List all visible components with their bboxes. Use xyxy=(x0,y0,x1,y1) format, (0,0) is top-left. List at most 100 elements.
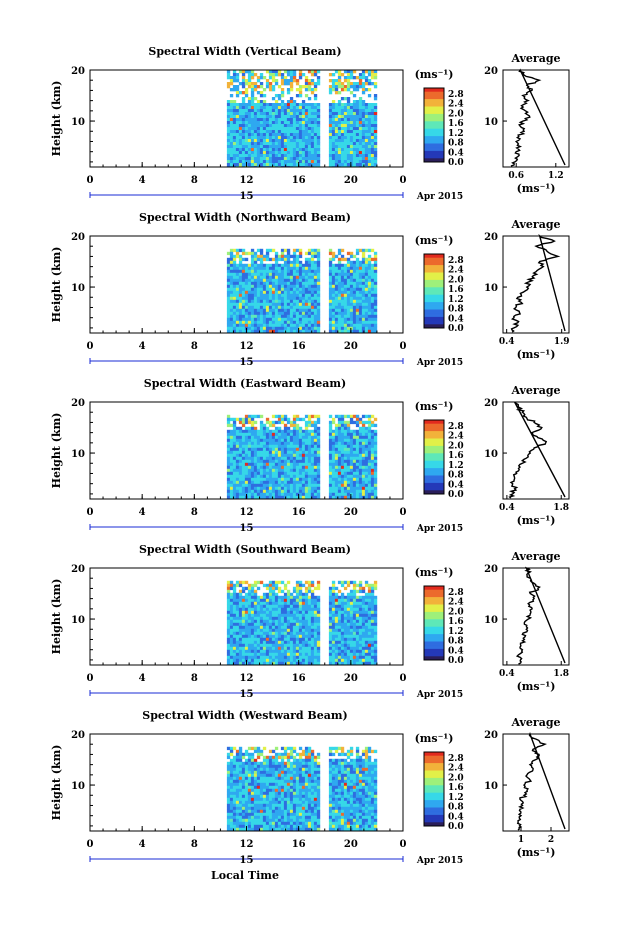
heatmap-cell xyxy=(370,275,375,280)
heatmap-cell xyxy=(271,607,276,612)
heatmap-cell xyxy=(301,444,306,449)
heatmap-cell xyxy=(271,127,276,131)
colorbar-tick-label: 0.8 xyxy=(448,305,464,315)
heatmap-cell xyxy=(298,438,303,443)
heatmap-cell xyxy=(247,438,252,443)
heatmap-cell xyxy=(271,263,276,268)
heatmap-cell xyxy=(268,293,273,298)
heatmap-cell xyxy=(241,127,246,131)
heatmap-cell xyxy=(346,133,351,137)
heatmap-cell xyxy=(367,450,372,455)
heatmap-cell xyxy=(304,426,309,431)
heatmap-cell xyxy=(313,483,318,488)
heatmap-cell xyxy=(307,121,312,125)
colorbar-segment xyxy=(424,95,444,98)
heatmap-cell xyxy=(250,70,255,74)
heatmap-cell xyxy=(307,248,312,253)
heatmap-cell xyxy=(301,73,306,77)
heatmap-cell xyxy=(265,154,270,158)
heatmap-cell xyxy=(265,474,270,479)
heatmap-cell xyxy=(250,486,255,491)
heatmap-cell xyxy=(349,260,354,265)
heatmap-cell xyxy=(340,127,345,131)
heatmap-cell xyxy=(229,166,234,167)
heatmap-cell xyxy=(337,121,342,125)
heatmap-cell xyxy=(268,438,273,443)
heatmap-cell xyxy=(241,296,246,301)
heatmap-cell xyxy=(364,70,369,74)
heatmap-cell xyxy=(340,284,345,289)
heatmap-cell xyxy=(232,109,237,113)
heatmap-cell xyxy=(337,468,342,473)
heatmap-cell xyxy=(349,266,354,271)
heatmap-cell xyxy=(250,471,255,476)
heatmap-cell xyxy=(265,586,270,591)
heatmap-cell xyxy=(310,145,315,149)
heatmap-cell xyxy=(226,133,231,137)
heatmap-cell xyxy=(298,655,303,660)
heatmap-cell xyxy=(292,314,297,319)
heatmap-cell xyxy=(247,601,252,606)
colorbar-segment xyxy=(424,121,444,124)
heatmap-cell xyxy=(232,154,237,158)
heatmap-cell xyxy=(337,148,342,152)
heatmap-cell xyxy=(298,70,303,74)
heatmap-cell xyxy=(250,643,255,648)
heatmap-cell xyxy=(370,423,375,428)
heatmap-cell xyxy=(232,598,237,603)
heatmap-cell xyxy=(283,477,288,482)
heatmap-cell xyxy=(268,278,273,283)
heatmap-cell xyxy=(256,115,261,119)
heatmap-cell xyxy=(232,308,237,313)
heatmap-cell xyxy=(310,254,315,259)
heatmap-cell xyxy=(232,450,237,455)
heatmap-cell xyxy=(232,260,237,265)
heatmap-cell xyxy=(256,329,261,333)
heatmap-cell xyxy=(259,483,264,488)
heatmap-cell xyxy=(370,290,375,295)
heatmap-cell xyxy=(256,658,261,663)
heatmap-cell xyxy=(268,604,273,609)
heatmap-cell xyxy=(346,76,351,80)
heatmap-cell xyxy=(370,124,375,128)
heatmap-cell xyxy=(259,269,264,274)
heatmap-cell xyxy=(262,423,267,428)
heatmap-cell xyxy=(250,459,255,464)
heatmap-cell xyxy=(256,432,261,437)
heatmap-cell xyxy=(277,106,282,110)
heatmap-cell xyxy=(307,462,312,467)
avg-y-tick-label: 10 xyxy=(484,117,498,128)
heatmap-cell xyxy=(292,474,297,479)
heatmap-cell xyxy=(268,302,273,307)
heatmap-cell xyxy=(346,266,351,271)
heatmap-cell xyxy=(283,299,288,304)
heatmap-cell xyxy=(361,109,366,113)
heatmap-cell xyxy=(286,329,291,333)
heatmap-cell xyxy=(232,130,237,134)
heatmap-cell xyxy=(283,109,288,113)
heatmap-cell xyxy=(283,79,288,83)
heatmap-cell xyxy=(373,263,378,268)
heatmap-cell xyxy=(241,311,246,316)
heatmap-cell xyxy=(238,598,243,603)
heatmap-cell xyxy=(301,646,306,651)
colorbar-segment xyxy=(424,89,444,93)
heatmap-cell xyxy=(349,272,354,277)
heatmap-cell xyxy=(304,106,309,110)
heatmap-cell xyxy=(277,580,282,585)
heatmap-cell xyxy=(235,447,240,452)
heatmap-cell xyxy=(226,302,231,307)
heatmap-cell xyxy=(367,130,372,134)
heatmap-cell xyxy=(304,610,309,615)
heatmap-cell xyxy=(235,284,240,289)
heatmap-cell xyxy=(250,492,255,497)
heatmap-cell xyxy=(238,613,243,618)
heatmap-cell xyxy=(244,592,249,597)
heatmap-cell xyxy=(334,462,339,467)
heatmap-cell xyxy=(340,329,345,333)
heatmap-cell xyxy=(301,299,306,304)
heatmap-cell xyxy=(235,263,240,268)
heatmap-cell xyxy=(334,317,339,322)
heatmap-cell xyxy=(292,311,297,316)
date-mid-label: 15 xyxy=(240,357,254,368)
